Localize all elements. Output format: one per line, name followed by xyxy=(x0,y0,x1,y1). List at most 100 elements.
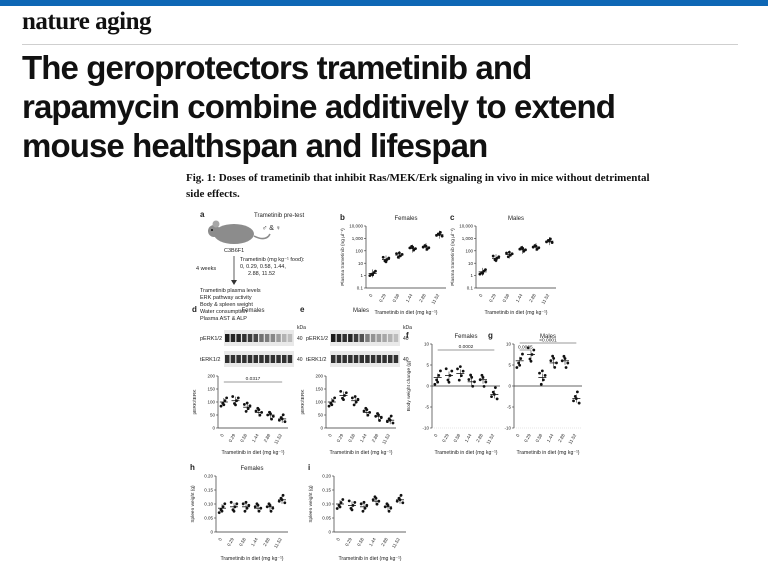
duration-label: 4 weeks xyxy=(196,266,216,272)
y-tick-label: 10 xyxy=(468,261,474,266)
data-point xyxy=(341,498,345,501)
data-point xyxy=(563,357,567,360)
header-divider xyxy=(22,44,738,45)
data-point xyxy=(507,250,511,254)
data-point xyxy=(458,365,462,369)
x-tick-label: 0.29 xyxy=(488,293,497,304)
y-tick-label: 0 xyxy=(328,530,331,535)
journal-name[interactable]: nature aging xyxy=(22,8,151,35)
x-tick-label: 0.58 xyxy=(239,433,248,444)
x-tick-label: 2.88 xyxy=(380,537,389,548)
x-tick-label: 11.52 xyxy=(485,433,495,445)
data-point xyxy=(374,269,377,273)
x-tick-label: 2.88 xyxy=(263,433,272,444)
data-point xyxy=(532,348,536,352)
data-point xyxy=(339,389,343,393)
x-axis-label: Trametinib in diet (mg kg⁻¹) xyxy=(516,450,579,456)
y-tick-label: 0 xyxy=(210,530,213,535)
x-tick-label: 1.44 xyxy=(251,433,260,444)
blot-band-label: tERK1/2 xyxy=(200,357,220,363)
data-point xyxy=(538,371,541,375)
blot-band xyxy=(247,355,253,363)
data-point xyxy=(384,260,388,264)
chart-title: Females xyxy=(241,308,264,314)
data-point xyxy=(447,380,451,384)
data-point xyxy=(473,380,476,384)
data-point xyxy=(229,500,233,504)
data-point xyxy=(353,395,357,398)
x-tick-label: 2.88 xyxy=(557,433,566,444)
data-point xyxy=(521,246,525,250)
x-tick-label: 1.44 xyxy=(546,433,555,444)
y-tick-label: 150 xyxy=(315,387,323,392)
data-point xyxy=(505,251,508,255)
y-tick-label: -10 xyxy=(504,426,511,431)
x-tick-label: 2.88 xyxy=(262,537,271,548)
y-tick-label: 1 xyxy=(360,273,363,278)
readout-item: Body & spleen weight xyxy=(200,302,253,308)
data-point xyxy=(219,404,223,408)
data-point xyxy=(277,499,281,503)
panel-letter: f xyxy=(406,331,409,340)
data-point xyxy=(549,359,553,363)
y-tick-label: 0.05 xyxy=(322,516,331,521)
data-point xyxy=(399,493,403,497)
data-point xyxy=(553,365,557,369)
x-tick-label: 0.29 xyxy=(228,433,237,444)
x-tick-label: 2.88 xyxy=(528,293,537,304)
y-tick-label: 0 xyxy=(508,384,511,389)
y-axis-label: Spleen weight (g) xyxy=(308,485,314,523)
readout-item: Trametinib plasma levels xyxy=(200,288,261,294)
x-tick-label: 0.29 xyxy=(344,537,353,548)
data-point xyxy=(517,361,521,365)
x-tick-label: 0 xyxy=(515,433,521,438)
data-point xyxy=(550,241,554,245)
data-point xyxy=(221,505,225,509)
data-point xyxy=(233,505,237,509)
data-point xyxy=(391,421,395,425)
data-point xyxy=(548,237,552,241)
data-point xyxy=(374,496,378,500)
x-tick-label: 0.58 xyxy=(452,433,461,444)
data-point xyxy=(253,505,257,509)
data-point xyxy=(437,233,441,237)
data-point xyxy=(530,353,534,356)
title-line: mouse healthspan and lifespan xyxy=(22,127,488,164)
data-point xyxy=(478,378,482,382)
chart-title: Females xyxy=(454,334,477,340)
data-point xyxy=(217,511,221,515)
data-point xyxy=(269,509,273,513)
blot-band xyxy=(393,355,399,363)
y-axis-label: Body weight change (g) xyxy=(406,360,412,411)
data-point xyxy=(257,408,261,412)
y-tick-label: 100 xyxy=(465,248,473,253)
data-point xyxy=(562,354,566,358)
data-point xyxy=(235,399,238,403)
data-point xyxy=(411,245,415,249)
x-tick-label: 0.58 xyxy=(356,537,365,548)
data-point xyxy=(440,234,444,238)
data-point xyxy=(469,373,473,377)
data-point xyxy=(566,361,570,365)
data-point xyxy=(266,413,270,417)
blot-strip xyxy=(330,330,400,346)
article-title: The geroprotectors trametinib and rapamy… xyxy=(22,48,742,165)
x-tick-label: 2.88 xyxy=(475,433,484,444)
blot-band xyxy=(359,334,364,342)
data-point xyxy=(510,252,514,256)
figure-1[interactable]: a Trametinib pre-test ♂ & ♀ C3B6F1 4 wee… xyxy=(186,208,606,568)
y-tick-label: 10,000 xyxy=(459,224,473,229)
title-line: rapamycin combine additively to extend xyxy=(22,88,616,125)
data-point xyxy=(243,509,247,513)
y-tick-label: 100 xyxy=(355,248,363,253)
x-tick-label: 1.44 xyxy=(359,433,368,444)
data-point xyxy=(242,403,246,406)
y-tick-label: 0.10 xyxy=(322,502,331,507)
title-line: The geroprotectors trametinib and xyxy=(22,49,532,86)
blot-band xyxy=(253,355,258,363)
data-point xyxy=(427,246,431,250)
data-point xyxy=(494,259,498,262)
data-point xyxy=(537,246,541,250)
